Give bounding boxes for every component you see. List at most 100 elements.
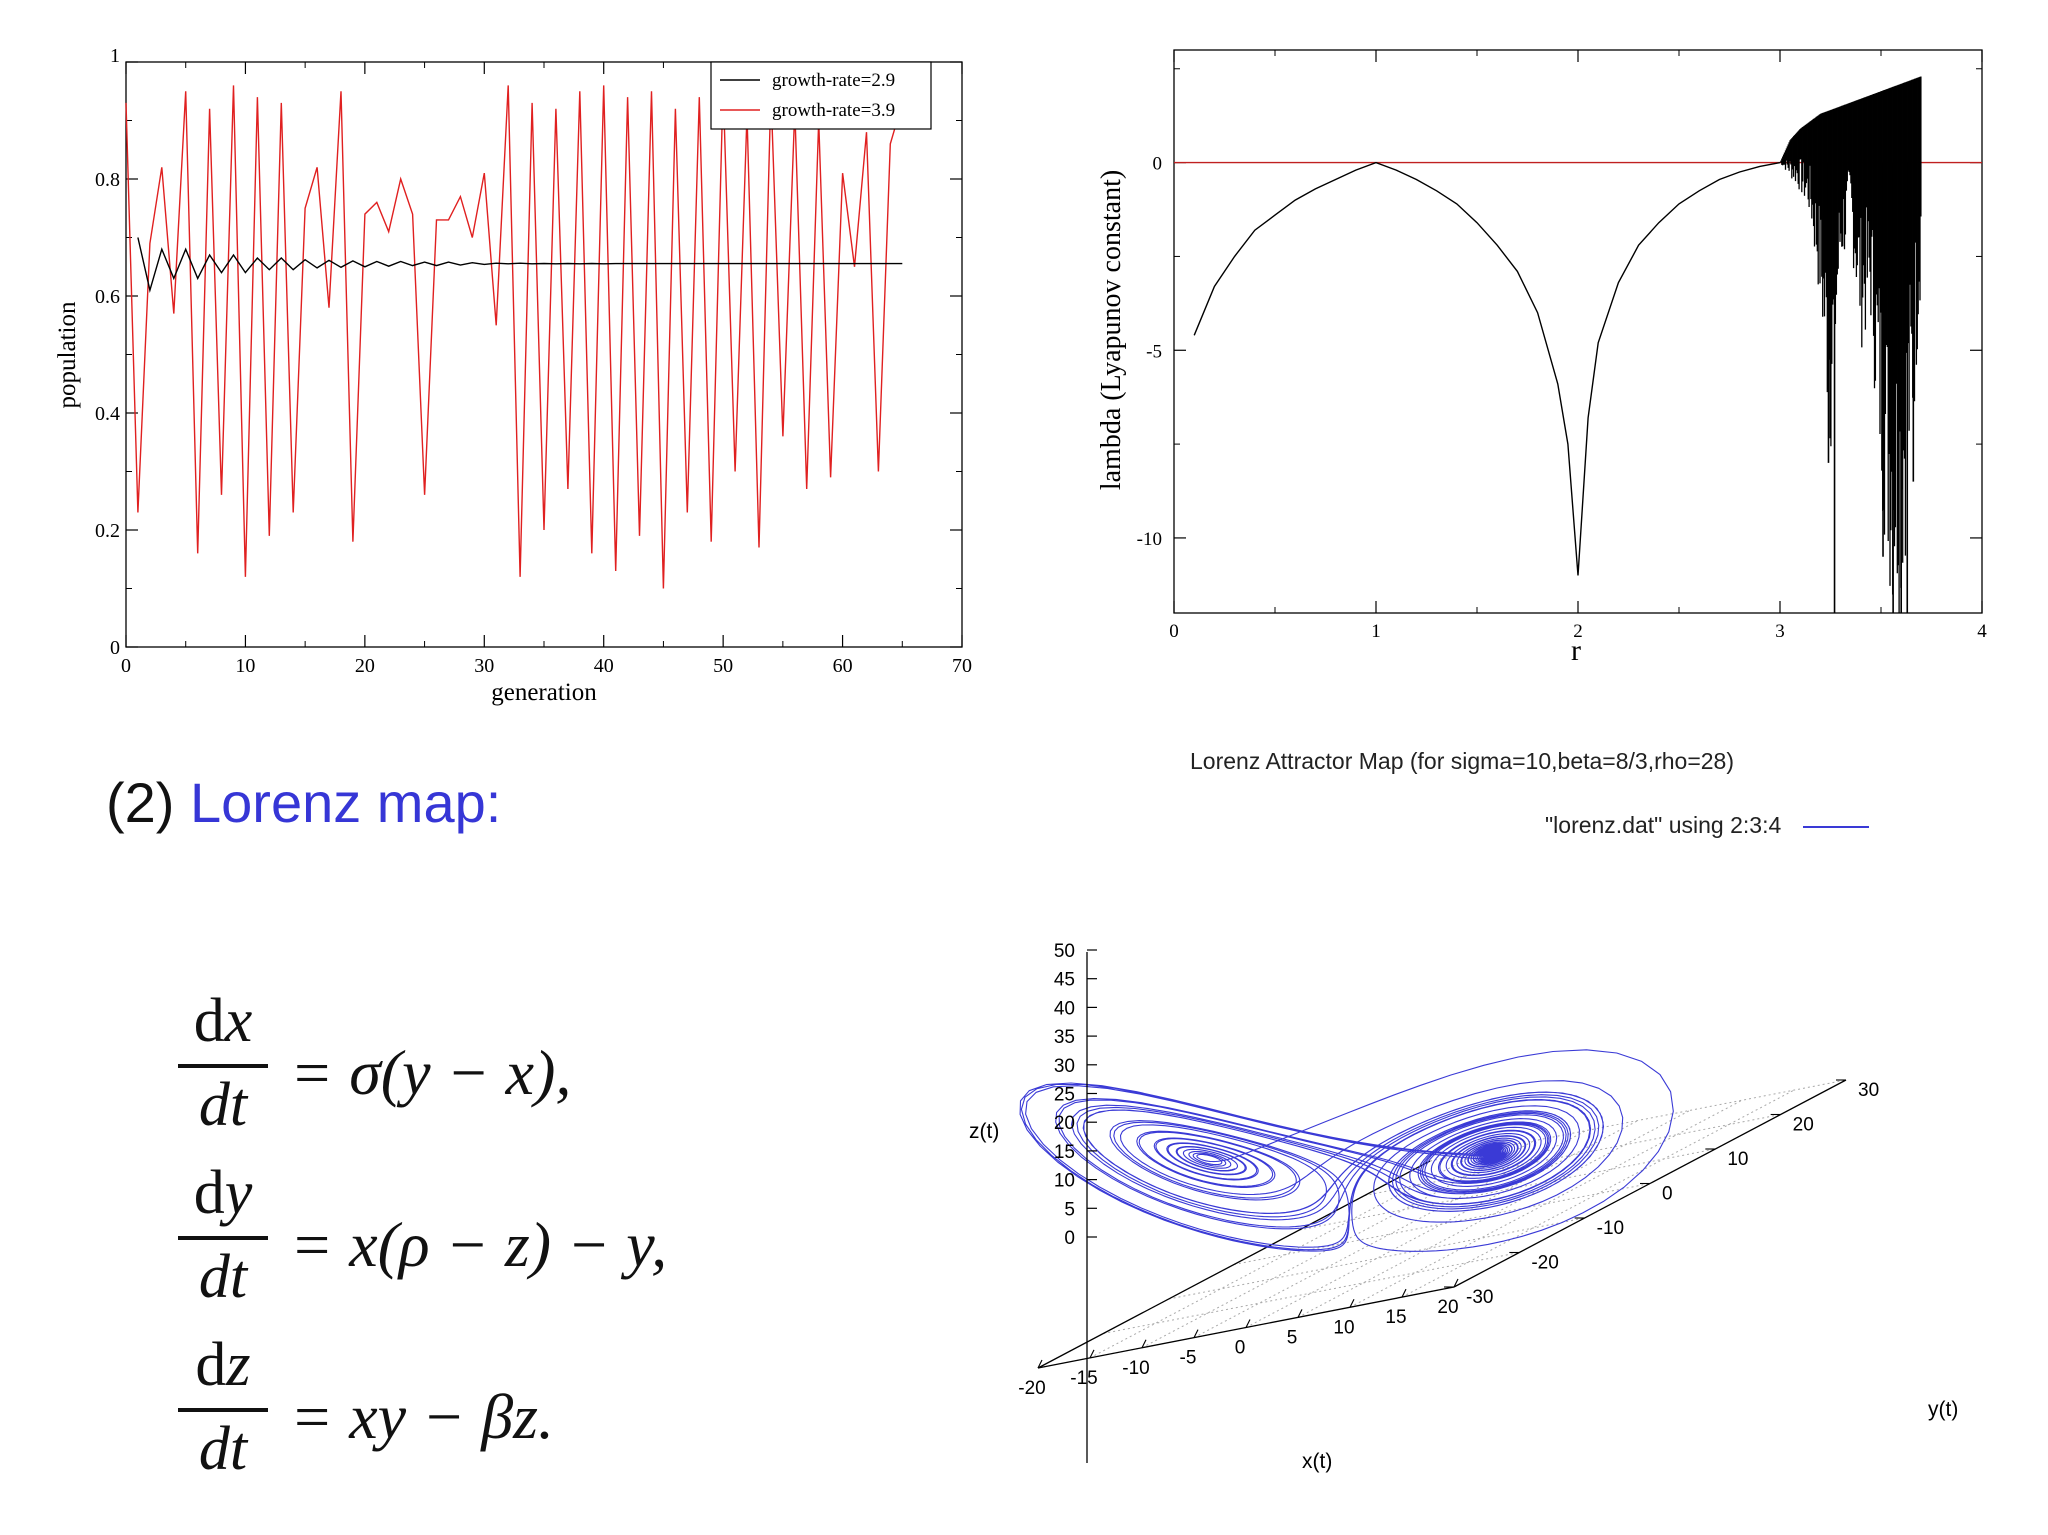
- x-tick-label: 0: [1169, 621, 1179, 642]
- back-axis-line: [1037, 1160, 1431, 1369]
- y-tick-label: 1: [110, 45, 120, 67]
- legend-label-2-9: growth-rate=2.9: [772, 70, 895, 91]
- fraction-dy-dt: dy dt: [178, 1162, 268, 1312]
- z-tick-label: 45: [1054, 970, 1075, 991]
- numerator-var: x: [224, 987, 253, 1055]
- y-tick-label: -10: [1597, 1218, 1624, 1239]
- x-tick: [1401, 1288, 1407, 1298]
- lyapunov-chart: 0 1 2 3 4 0 -5 -10 r lambda (Lyapunov constant): [1096, 49, 1987, 667]
- z-tick-label: 15: [1054, 1142, 1075, 1163]
- lorenz-trajectory: [1019, 1049, 1674, 1252]
- x-tick-label: 20: [1437, 1297, 1458, 1318]
- floor-grid-line: [1103, 1252, 1520, 1334]
- z-tick-label: 35: [1054, 1027, 1075, 1048]
- x-tick: [1453, 1278, 1459, 1288]
- x-tick-label: 60: [833, 655, 853, 677]
- x-tick: [1193, 1329, 1199, 1338]
- x-tick-label: 15: [1385, 1307, 1406, 1328]
- x-tick-label: 1: [1371, 621, 1381, 642]
- fraction-dz-dt: dz dt: [178, 1334, 268, 1484]
- y-tick-label: 20: [1793, 1115, 1814, 1136]
- fraction-bar: [178, 1236, 268, 1240]
- z-tick-label: 20: [1054, 1113, 1075, 1134]
- x-tick-label: -20: [1018, 1378, 1045, 1399]
- rhs-dy: = x(ρ − z) − y,: [290, 1209, 668, 1280]
- d-operator: d: [193, 987, 225, 1055]
- x-tick: [1349, 1299, 1355, 1308]
- lorenz-legend-swatch: [1803, 825, 1870, 828]
- population-chart: 0 10 20 30 40 50 60 70 0 0.2 0.4 0.6 0.8 1 generation…: [54, 45, 972, 706]
- x-tick-label: -5: [1180, 1348, 1197, 1369]
- lyapunov-curve: [1193, 161, 1781, 576]
- lorenz-legend: "lorenz.dat" using 2:3:4: [1545, 812, 1870, 839]
- floor-grid-line: [1089, 1150, 1483, 1359]
- x-tick-label: 10: [235, 655, 255, 677]
- series-line-growth-3-9: [125, 85, 903, 589]
- x-tick: [1037, 1359, 1043, 1369]
- y-tick-label: 10: [1727, 1149, 1748, 1170]
- denominator: dt: [198, 1415, 248, 1483]
- floor-grid-line: [1299, 1148, 1716, 1231]
- x-tick: [1141, 1339, 1147, 1348]
- x-tick-label: 30: [474, 655, 494, 677]
- y-tick-label: 30: [1858, 1080, 1879, 1101]
- floor-grid-line: [1193, 1130, 1587, 1339]
- series-line-growth-2-9: [137, 237, 903, 293]
- legend-label-3-9: growth-rate=3.9: [772, 100, 895, 121]
- legend-box: [710, 61, 932, 130]
- numerator-var: y: [224, 1159, 253, 1227]
- chaotic-band: [1780, 76, 1922, 613]
- floor-grid-line: [1297, 1109, 1691, 1318]
- x-axis-label: x(t): [1302, 1450, 1332, 1473]
- y-axis-label: y(t): [1928, 1398, 1958, 1421]
- y-tick-label: 0: [1662, 1184, 1673, 1205]
- y-tick-label: 0.8: [95, 169, 120, 191]
- section-number: (2): [106, 771, 175, 834]
- x-tick-label: -15: [1070, 1368, 1097, 1389]
- d-operator: d: [193, 1159, 225, 1227]
- z-tick-label: 0: [1064, 1228, 1075, 1249]
- y-axis-label: population: [54, 301, 81, 408]
- x-tick-label: 20: [355, 655, 375, 677]
- x-tick-label: 3: [1775, 621, 1785, 642]
- x-tick-label: 70: [952, 655, 972, 677]
- x-axis-label: generation: [491, 679, 597, 706]
- x-tick-label: 40: [594, 655, 614, 677]
- x-tick-label: 2: [1573, 621, 1583, 642]
- denominator: dt: [198, 1071, 248, 1139]
- x-tick-label: 0: [1235, 1338, 1246, 1359]
- z-tick-label: 10: [1054, 1171, 1075, 1192]
- x-tick-label: 10: [1333, 1317, 1354, 1338]
- numerator-var: z: [226, 1331, 251, 1399]
- z-tick-label: 25: [1054, 1085, 1075, 1106]
- floor-grid-line: [1168, 1217, 1585, 1300]
- z-axis-label: z(t): [969, 1120, 999, 1143]
- y-axis-label: lambda (Lyapunov constant): [1096, 170, 1127, 490]
- fraction-dx-dt: dx dt: [178, 990, 268, 1140]
- floor-grid-line: [1364, 1114, 1781, 1196]
- y-tick-label: -20: [1531, 1253, 1558, 1274]
- x-tick-label: -10: [1122, 1358, 1149, 1379]
- x-tick-label: 5: [1287, 1327, 1298, 1348]
- x-axis-label: r: [1571, 634, 1581, 667]
- y-tick-label: 0: [110, 637, 120, 659]
- y-tick-label: 0.4: [95, 403, 120, 425]
- z-tick-label: 50: [1054, 941, 1075, 962]
- rhs-dz: = xy − βz.: [290, 1381, 554, 1452]
- y-tick-label: 0.2: [95, 520, 120, 542]
- y-tick-label: 0: [1153, 154, 1163, 175]
- section-heading: (2) Lorenz map:: [106, 770, 501, 835]
- legend: growth-rate=2.9 growth-rate=3.9: [710, 61, 932, 130]
- x-tick-label: 50: [713, 655, 733, 677]
- x-tick: [1089, 1349, 1095, 1359]
- x-tick-label: 0: [121, 655, 131, 677]
- y-tick-label: -5: [1146, 341, 1162, 362]
- x-tick: [1297, 1309, 1303, 1318]
- lorenz-map-link[interactable]: Lorenz map:: [190, 771, 502, 834]
- lorenz-chart-title: Lorenz Attractor Map (for sigma=10,beta=…: [1190, 748, 1735, 774]
- floor-grid-line: [1349, 1099, 1743, 1308]
- lorenz-legend-label: "lorenz.dat" using 2:3:4: [1545, 812, 1782, 838]
- rhs-dx: = σ(y − x),: [290, 1037, 572, 1108]
- z-tick-label: 40: [1054, 998, 1075, 1019]
